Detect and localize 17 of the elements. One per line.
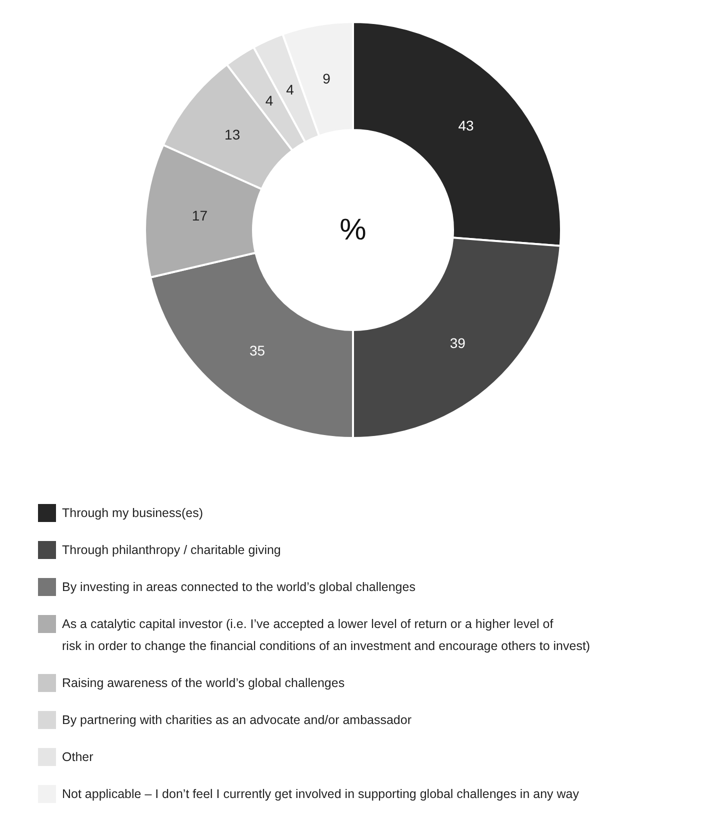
data-label: 4 [286, 81, 294, 98]
data-label: 17 [192, 207, 208, 224]
text: % [340, 214, 366, 246]
data-label: 4 [265, 92, 274, 109]
legend-label: By partnering with charities as an advocate and/or ambassador [62, 713, 412, 727]
legend-label: As a catalytic capital investor (i.e. I’ve accepted a lower level of return or a higher level of risk in order to change the financial conditions of an investment and encourage others to invest) [62, 617, 590, 653]
legend-label: Not applicable – I don’t feel I currently get involved in supporting global challenges in any way [62, 787, 580, 801]
legend-label: Through my business(es) [62, 506, 204, 520]
legend-label: Other [62, 750, 94, 764]
legend-label: By investing in areas connected to the world’s global challenges [62, 580, 416, 594]
data-label: 9 [322, 70, 331, 86]
legend-label: Raising awareness of the world’s global challenges [62, 676, 345, 690]
data-label: 35 [250, 342, 266, 359]
legend-label: Through philanthropy / charitable giving [62, 543, 281, 557]
data-label: 39 [450, 334, 466, 351]
data-label: 13 [224, 126, 240, 142]
data-label: 43 [458, 117, 474, 134]
